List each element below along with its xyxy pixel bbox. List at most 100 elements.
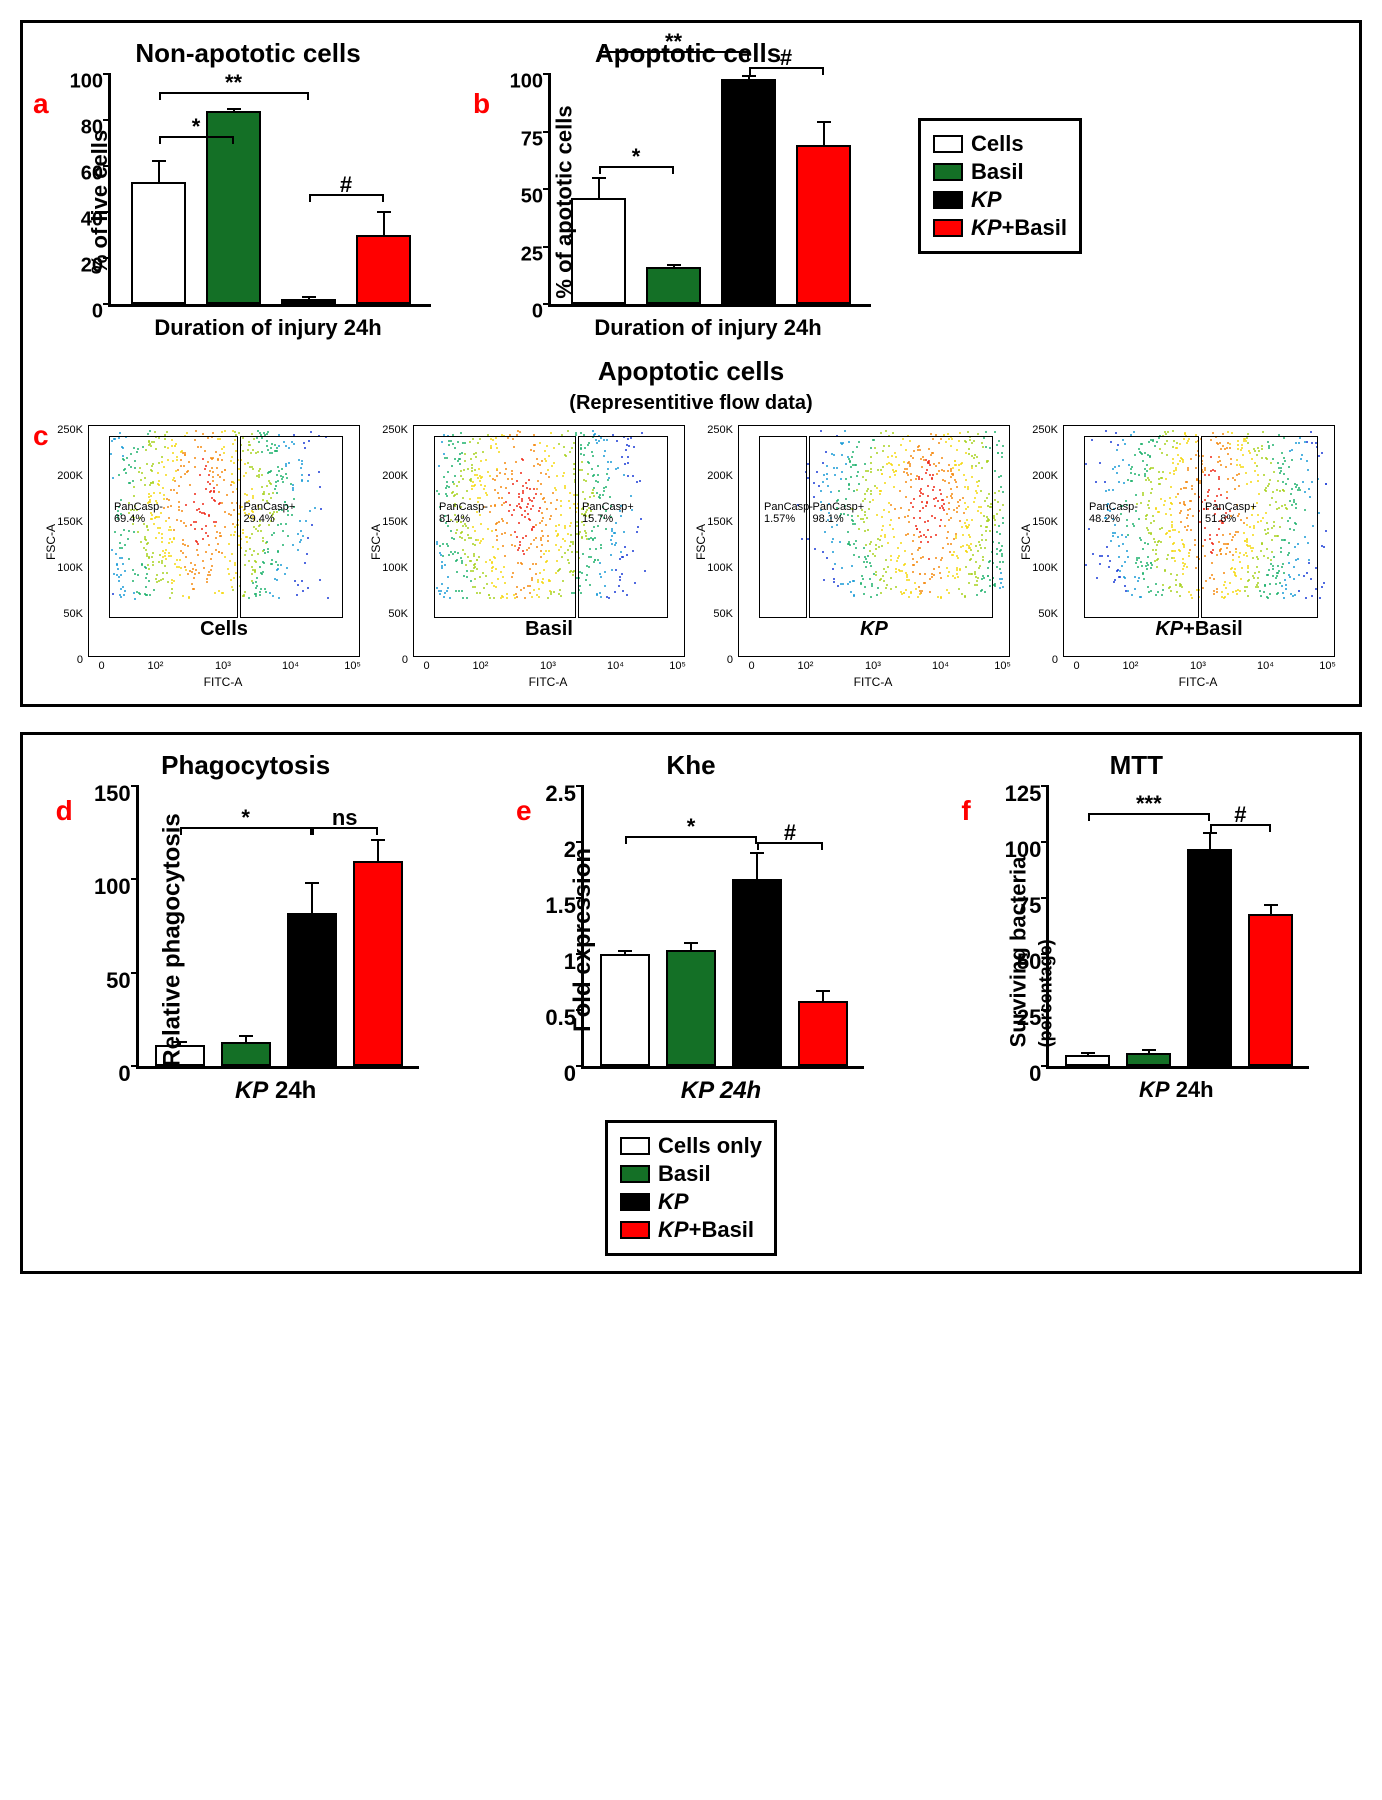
bar [796,145,851,304]
legend-label: KP [971,187,1002,213]
panel-a: Non-apototic cells a 020406080100***#% o… [38,38,458,341]
flow-condition-name: KP+Basil [1155,618,1242,641]
legend-swatch [620,1165,650,1183]
x-axis-label: Duration of injury 24h [108,315,428,341]
flow-ytick: 250K [1032,424,1058,436]
legend-item: Cells only [620,1133,762,1159]
flow-condition-name: KP [860,618,888,641]
flow-xtick: 0 [748,660,754,672]
bar-chart: 0255075100125***#Surviving bacteria(perc… [1046,786,1306,1103]
gate-label-neg: PanCasp-81.4% [439,501,488,525]
flow-xtick: 10⁴ [932,660,949,672]
flow-xtick: 10² [1123,660,1139,672]
flow-xtick: 10⁵ [669,660,686,672]
legend-item: KP [620,1189,762,1215]
bar [353,861,403,1066]
bar [1187,849,1232,1066]
legend-label: KP+Basil [971,215,1067,241]
bar [206,111,261,304]
flow-xtick: 10⁴ [1257,660,1274,672]
flow-ytick: 200K [382,470,408,482]
flow-xtick: 10⁵ [344,660,361,672]
sig-label: * [687,814,696,840]
sig-label: ** [665,29,682,55]
flow-condition-name: Basil [525,618,573,641]
panel-label-b: b [473,88,490,120]
sig-label: # [784,820,796,846]
flow-ytick: 100K [382,562,408,574]
top-panel: Non-apototic cells a 020406080100***#% o… [20,20,1362,707]
bar-chart: 050100150*nsRelative phagocytosisKP 24h [136,786,416,1105]
panel-label-f: f [961,795,970,827]
gate-label-pos: PanCasp+98.1% [813,501,865,525]
panel-f: MTT f 0255075100125***#Surviving bacteri… [946,750,1326,1103]
flow-xtick: 10² [473,660,489,672]
bar [221,1042,271,1066]
bar [646,267,701,304]
panel-c-title: Apoptotic cells [38,356,1344,387]
flow-ytick: 150K [1032,516,1058,528]
flow-plot: PanCasp-81.4%PanCasp+15.7%Basil050K100K1… [363,425,683,689]
panel-e: Khe e 00.511.522.5*#Fold expressionKP 24… [501,750,881,1105]
flow-ytick: 0 [727,654,733,666]
panel-c-subtitle: (Representitive flow data) [38,392,1344,415]
gate-label-neg: PanCasp-69.4% [114,501,163,525]
legend-item: KP+Basil [933,215,1067,241]
bar [732,879,782,1066]
flow-plot: PanCasp-1.57%PanCasp+98.1%KP050K100K150K… [688,425,1008,689]
flow-ylabel: FSC-A [1019,524,1033,560]
bar [356,235,411,304]
legend-top: CellsBasilKPKP+Basil [918,118,1082,254]
bar-chart: 00.511.522.5*#Fold expressionKP 24h [581,786,861,1105]
legend-item: Basil [620,1161,762,1187]
flow-ytick: 100K [57,562,83,574]
chart-title: Khe [501,750,881,781]
legend-swatch [620,1221,650,1239]
flow-xtick: 10² [798,660,814,672]
flow-ytick: 150K [382,516,408,528]
flow-xtick: 10⁵ [994,660,1011,672]
flow-ytick: 100K [707,562,733,574]
x-axis-label: KP 24h [581,1077,861,1105]
flow-xlabel: FITC-A [738,675,1008,689]
x-axis-label: Duration of injury 24h [548,315,868,341]
bar [1126,1053,1171,1066]
flow-xtick: 0 [98,660,104,672]
panel-label-c: c [33,420,49,452]
flow-ytick: 0 [402,654,408,666]
top-row: Non-apototic cells a 020406080100***#% o… [38,38,1344,341]
sig-label: # [340,172,352,198]
legend-label: KP [658,1189,689,1215]
flow-xtick: 10³ [865,660,881,672]
bar [600,954,650,1066]
flow-xtick: 10⁴ [282,660,299,672]
bar [131,182,186,304]
flow-ytick: 0 [1052,654,1058,666]
flow-area: PanCasp-81.4% PanCasp+15.7% Basil [413,425,685,657]
flow-ytick: 250K [382,424,408,436]
flow-ylabel: FSC-A [369,524,383,560]
chart-title: MTT [946,750,1326,781]
legend-swatch [933,191,963,209]
flow-xtick: 10³ [540,660,556,672]
flow-ytick: 0 [77,654,83,666]
gate-label-pos: PanCasp+15.7% [582,501,634,525]
legend-label: Basil [971,159,1024,185]
x-axis-label: KP 24h [1046,1077,1306,1103]
panel-c: c PanCasp-69.4%PanCasp+29.4%Cells050K100… [38,425,1344,689]
y-axis-label: % of apototic cells [552,105,578,298]
flow-plot: PanCasp-48.2%PanCasp+51.8%KP+Basil050K10… [1013,425,1333,689]
flow-ytick: 100K [1032,562,1058,574]
bar [1065,1055,1110,1066]
legend-label: Basil [658,1161,711,1187]
flow-xtick: 10³ [1190,660,1206,672]
legend-swatch [620,1193,650,1211]
gate-label-pos: PanCasp+29.4% [244,501,296,525]
legend-item: KP [933,187,1067,213]
bar [666,950,716,1066]
y-axis-label: Relative phagocytosis [158,813,186,1066]
flow-area: PanCasp-69.4%PanCasp+29.4%Cells [88,425,360,657]
flow-ytick: 200K [1032,470,1058,482]
panel-label-d: d [56,795,73,827]
y-axis-label: Fold expression [569,848,597,1032]
